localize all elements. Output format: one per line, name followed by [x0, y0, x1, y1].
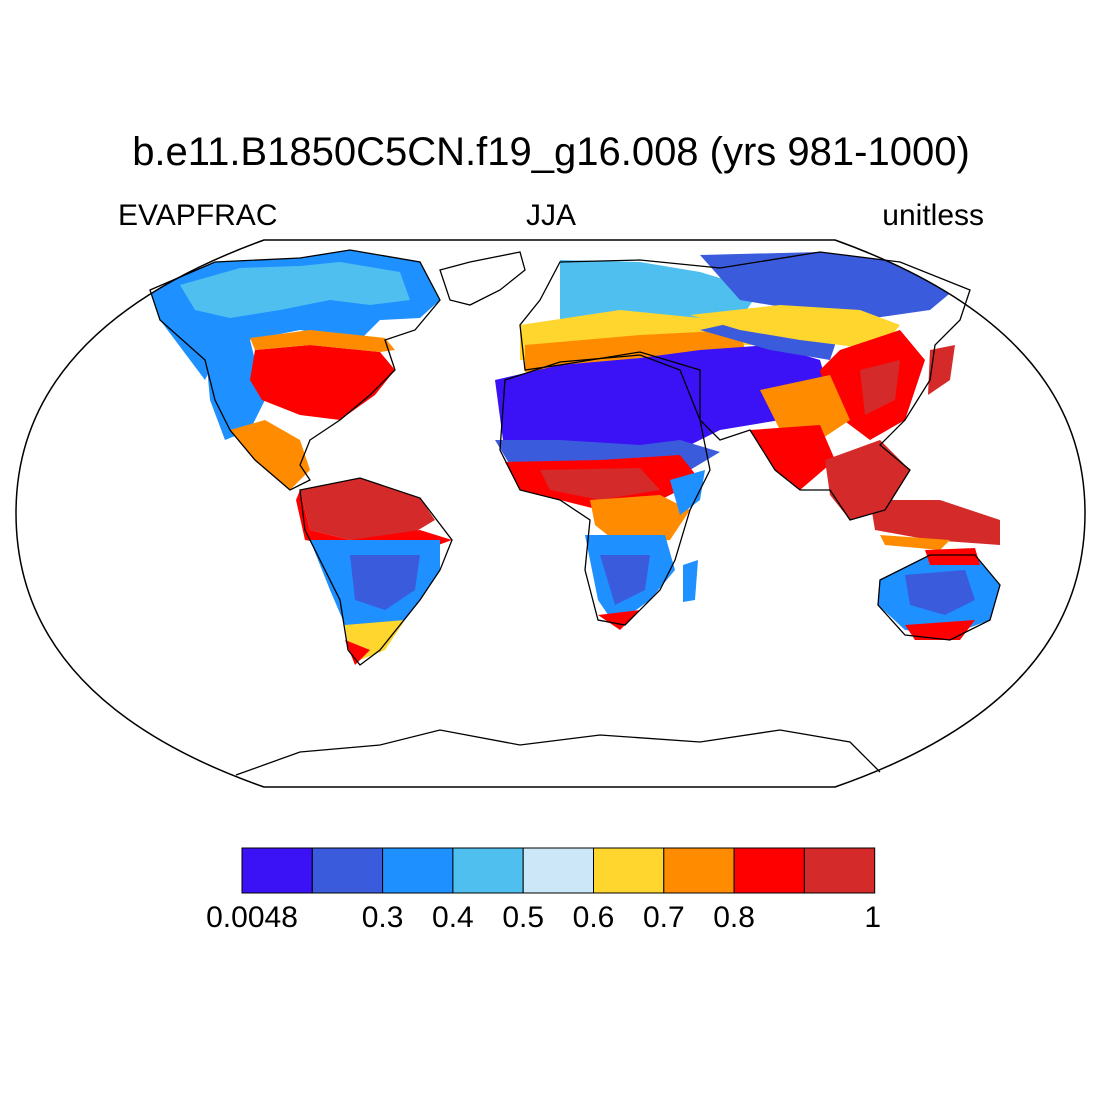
colorbar-box-7: [733, 847, 805, 894]
colorbar-box-5: [593, 847, 665, 894]
region-indonesia-south: [880, 535, 950, 550]
region-australia-core: [905, 570, 975, 615]
coastline-south-america: [299, 477, 453, 666]
colorbar-box-0: [241, 847, 313, 894]
region-east-asia-belt: [690, 305, 900, 350]
colorbar-box-2: [382, 847, 454, 894]
region-mexico: [230, 420, 310, 490]
region-south-america-core: [350, 555, 420, 610]
coastline-australia: [877, 554, 1001, 641]
region-east-china-core: [860, 360, 900, 415]
coastline-antarctica: [235, 729, 881, 776]
region-australia-north: [925, 548, 980, 565]
map-boundary: [15, 239, 1086, 788]
region-amazon-rim: [296, 490, 452, 548]
colorbar-label: 0.8: [713, 901, 755, 934]
colorbar-label: 0.7: [642, 901, 685, 934]
colorbar-label: 1: [864, 901, 882, 934]
region-south-africa-coast: [598, 610, 640, 630]
region-us-east-edge: [250, 330, 395, 352]
variable-label: EVAPFRAC: [118, 199, 278, 232]
map-field: [150, 250, 1000, 665]
colorbar-box-4: [522, 847, 595, 894]
region-maritime-continent: [870, 500, 1000, 545]
colorbar-label: 0.4: [432, 901, 474, 934]
region-australia-south: [905, 620, 975, 640]
plot-title: b.e11.B1850C5CN.f19_g16.008 (yrs 981-100…: [132, 130, 970, 174]
colorbar-box-8: [803, 847, 876, 894]
coastline-north-america: [149, 249, 441, 491]
colorbar-box-6: [663, 847, 735, 894]
region-japan: [928, 345, 955, 395]
region-tibet: [760, 375, 850, 440]
region-east-africa: [670, 470, 705, 515]
units-label: unitless: [882, 199, 984, 232]
colorbar-label: 0.3: [361, 901, 404, 934]
region-sahel-core: [540, 468, 660, 500]
season-label: JJA: [525, 199, 576, 232]
colorbar-label: 0.5: [502, 901, 545, 934]
region-siberia: [700, 252, 960, 320]
region-patagonia-south: [345, 640, 370, 665]
coastline-africa: [499, 354, 711, 626]
colorbar: [241, 847, 876, 894]
colorbar-box-3: [452, 847, 524, 894]
coastline-greenland: [439, 251, 526, 306]
region-us-east: [250, 345, 395, 420]
colorbar-label: 0.0048: [206, 901, 298, 934]
region-amazon: [300, 478, 435, 540]
region-india: [750, 425, 835, 490]
region-southern-africa-core: [600, 555, 650, 605]
region-north-america-west: [205, 340, 265, 440]
colorbar-box-1: [311, 847, 384, 894]
colorbar-label: 0.6: [572, 901, 615, 934]
region-central-africa: [590, 495, 690, 545]
coastline-eurasia: [519, 251, 971, 521]
coastlines: [149, 249, 1001, 776]
region-sahara: [495, 345, 830, 455]
region-canada-north: [180, 262, 410, 318]
region-madagascar: [683, 560, 698, 602]
